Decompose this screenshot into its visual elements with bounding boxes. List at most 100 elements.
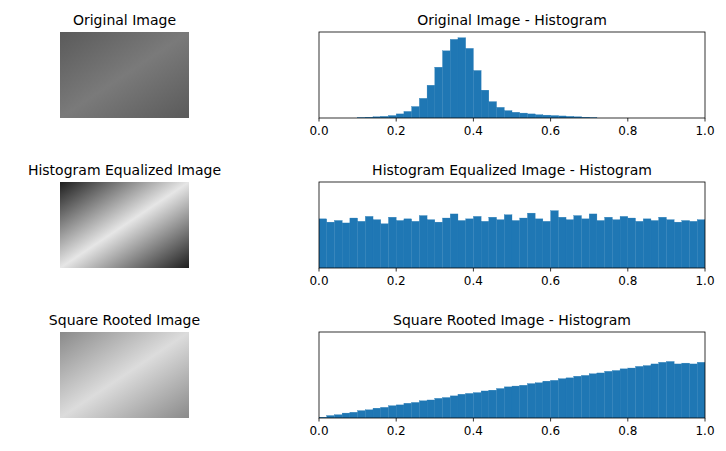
histogram-bar — [443, 218, 451, 268]
image-placeholder — [60, 32, 189, 118]
bars — [319, 361, 705, 418]
histogram-bar — [319, 219, 327, 268]
histogram-bar — [334, 220, 342, 268]
x-tick-label: 0.2 — [387, 274, 406, 288]
x-tick-label: 1.0 — [695, 274, 714, 288]
histogram-bar — [535, 219, 543, 268]
histogram-bar — [489, 102, 497, 118]
x-tick-label: 0.2 — [387, 124, 406, 138]
histogram-bar — [543, 115, 551, 118]
histogram-bar — [605, 371, 613, 418]
histogram-bar — [404, 219, 412, 268]
histogram-bar — [558, 217, 566, 268]
x-tick — [473, 268, 474, 272]
histogram-bar — [612, 220, 620, 268]
histogram-bar — [396, 405, 404, 418]
histogram-bar — [597, 220, 605, 268]
axes-frame — [319, 182, 705, 268]
x-tick — [319, 118, 320, 122]
histogram-bar — [350, 218, 358, 268]
histogram-bar — [535, 115, 543, 118]
histogram-bar — [435, 67, 443, 118]
x-tick — [473, 118, 474, 122]
histogram-bar — [566, 220, 574, 268]
histogram-bar — [512, 112, 520, 118]
x-tick-label: 0.0 — [309, 424, 328, 438]
histogram-bar — [481, 221, 489, 268]
x-tick — [550, 118, 551, 122]
histogram-bar — [450, 39, 458, 118]
histogram-bar — [450, 214, 458, 268]
histogram-bar — [612, 370, 620, 418]
histogram-bar — [373, 408, 381, 418]
x-tick — [319, 418, 320, 422]
histogram-bar — [358, 221, 366, 268]
histogram-bar — [458, 38, 466, 118]
chart-title: Square Rooted Image - Histogram — [393, 312, 631, 328]
x-tick — [705, 118, 706, 122]
histogram-bar — [535, 383, 543, 418]
histogram-bar — [427, 85, 435, 118]
histogram-bar — [373, 220, 381, 268]
histogram-bar — [427, 220, 435, 268]
image-title: Square Rooted Image — [49, 312, 200, 328]
x-tick-label: 0.4 — [464, 274, 483, 288]
image-placeholder — [60, 332, 189, 418]
histogram-bar — [558, 379, 566, 418]
x-tick-label: 0.8 — [618, 424, 637, 438]
histogram-bar — [427, 400, 435, 418]
x-tick-label: 0.0 — [309, 274, 328, 288]
histogram-bar — [589, 214, 597, 268]
histogram-bar — [481, 391, 489, 418]
histogram-bar — [489, 217, 497, 268]
image-placeholder — [60, 182, 189, 268]
histogram-bar — [497, 107, 505, 118]
x-tick — [550, 418, 551, 422]
histogram-bar — [581, 219, 589, 268]
x-tick-label: 0.6 — [541, 424, 560, 438]
histogram-bar — [520, 218, 528, 268]
histogram-bar — [342, 413, 350, 418]
x-tick — [319, 268, 320, 272]
histogram-bar — [489, 390, 497, 418]
histogram-bar — [674, 364, 682, 418]
x-tick — [473, 418, 474, 422]
histogram-bar — [404, 111, 412, 118]
histogram-bar — [350, 412, 358, 418]
histogram-bar — [551, 380, 559, 418]
bars — [358, 38, 597, 118]
histogram-bar — [666, 361, 674, 418]
background — [0, 0, 726, 451]
histogram-bar — [628, 368, 636, 418]
x-tick-label: 0.4 — [464, 424, 483, 438]
image-title: Original Image — [73, 12, 176, 28]
histogram-bar — [574, 216, 582, 268]
histogram-bar — [543, 381, 551, 418]
histogram-bar — [365, 410, 373, 418]
histogram-bar — [527, 213, 535, 268]
histogram-bar — [636, 366, 644, 418]
histogram-bar — [334, 415, 342, 418]
histogram-bar — [419, 401, 427, 418]
histogram-bar — [543, 221, 551, 268]
figure: Original ImageHistogram Equalized ImageS… — [0, 0, 726, 451]
histogram-bar — [412, 107, 420, 118]
histogram-bar — [697, 220, 705, 268]
x-tick-label: 0.6 — [541, 124, 560, 138]
histogram-bar — [473, 216, 481, 268]
histogram-bar — [473, 70, 481, 118]
histogram-bar — [620, 216, 628, 268]
histogram-bar — [643, 219, 651, 268]
chart-title: Original Image - Histogram — [417, 12, 607, 28]
x-tick-label: 0.2 — [387, 424, 406, 438]
histogram-bar — [396, 114, 404, 118]
histogram-bar — [659, 362, 667, 418]
x-tick — [705, 418, 706, 422]
histogram-bar — [404, 403, 412, 418]
histogram-bar — [690, 364, 698, 418]
x-tick-label: 1.0 — [695, 124, 714, 138]
histogram-bar — [388, 406, 396, 418]
histogram-bar — [435, 398, 443, 418]
histogram-bar — [388, 217, 396, 268]
x-tick-label: 0.8 — [618, 274, 637, 288]
